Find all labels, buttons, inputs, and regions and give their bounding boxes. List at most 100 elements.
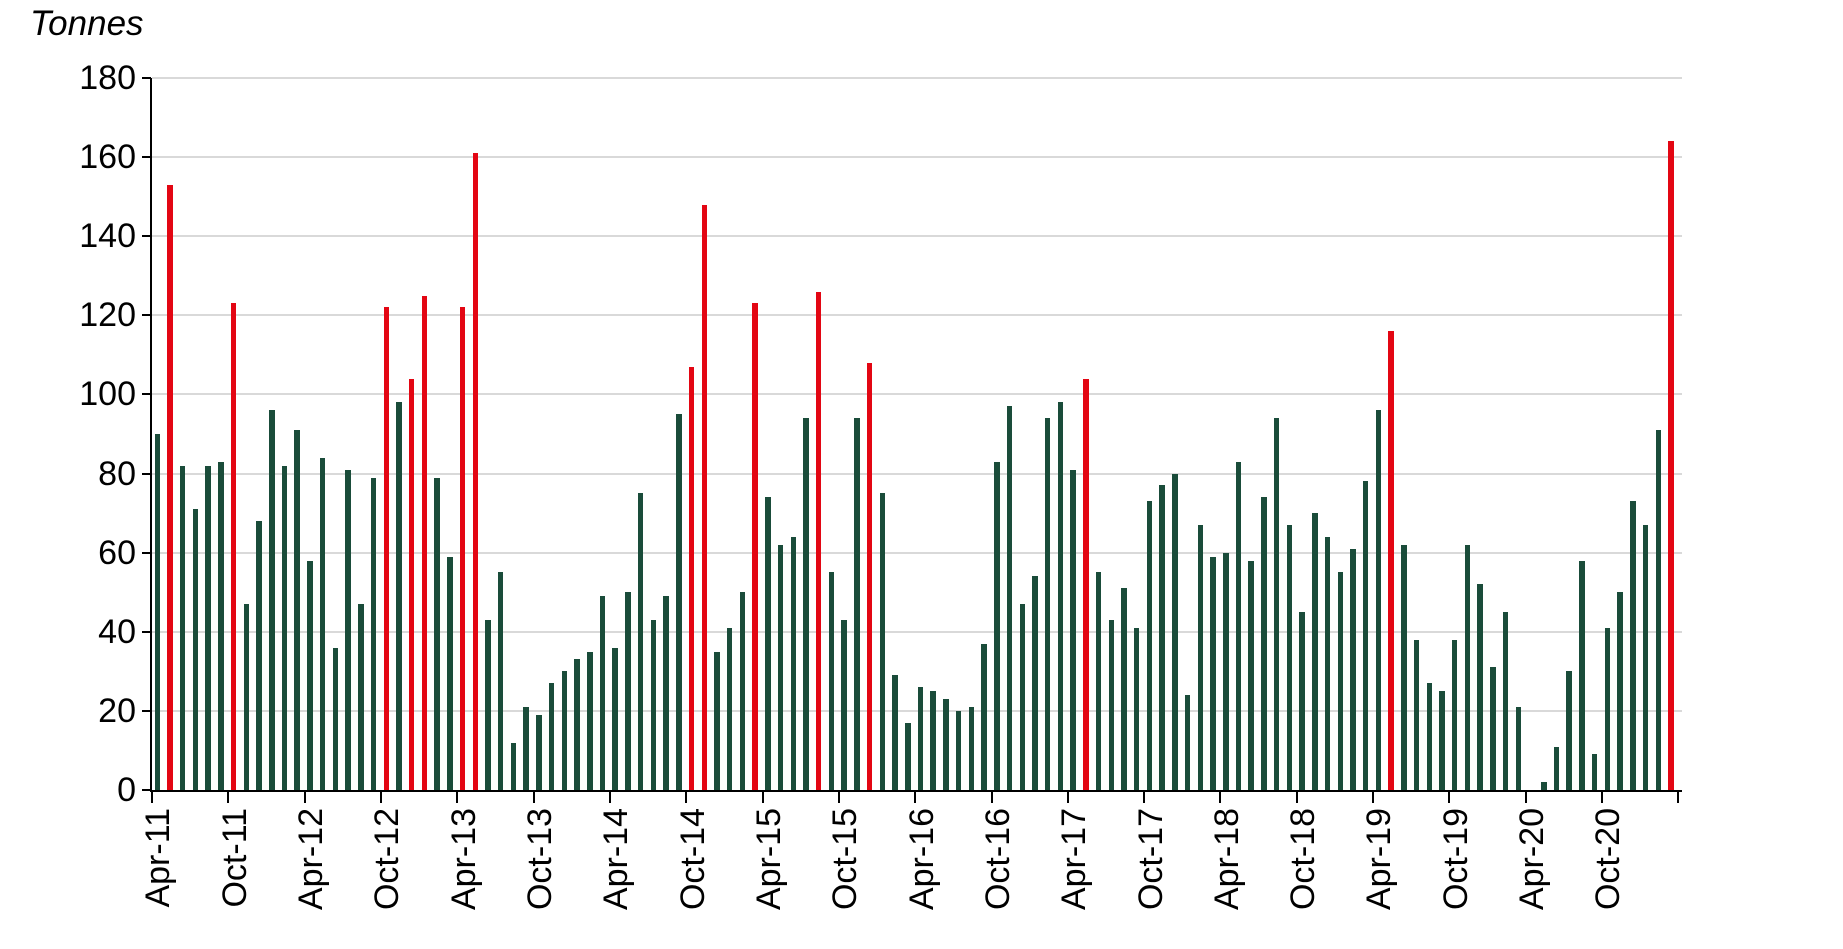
x-tick-label: Oct-15 <box>826 808 865 911</box>
bar <box>485 619 491 790</box>
y-tick-mark <box>142 551 151 554</box>
x-tick-mark <box>456 790 459 803</box>
bar <box>1630 501 1636 790</box>
bar <box>345 469 351 790</box>
y-tick-mark <box>142 789 151 791</box>
bar <box>1197 524 1204 790</box>
bar <box>1312 513 1318 790</box>
y-tick-mark <box>142 77 151 79</box>
x-tick-mark <box>1295 790 1298 803</box>
bar-highlighted <box>688 366 695 790</box>
y-tick-label: 20 <box>98 691 136 730</box>
bar-highlighted <box>1083 378 1089 790</box>
bar <box>256 521 262 790</box>
bar <box>1337 572 1343 790</box>
bar <box>218 461 224 790</box>
bar <box>1108 619 1115 790</box>
y-tick-label: 140 <box>79 217 136 256</box>
gridline <box>152 156 1682 159</box>
bar <box>1566 671 1572 790</box>
bar-highlighted <box>815 291 822 790</box>
bar <box>179 465 186 790</box>
x-tick-label: Apr-20 <box>1513 808 1552 911</box>
bar <box>1375 410 1382 790</box>
y-tick-mark <box>142 472 151 475</box>
bar <box>828 572 835 790</box>
bar <box>968 706 975 790</box>
bar <box>1439 691 1445 790</box>
bar <box>332 647 339 790</box>
bar <box>536 714 542 790</box>
bar-highlighted <box>752 303 758 790</box>
x-tick-mark <box>1219 790 1222 803</box>
bar <box>739 592 746 790</box>
y-tick-label: 120 <box>79 296 136 335</box>
bar <box>1579 560 1585 790</box>
bar <box>1146 501 1153 790</box>
x-tick-mark <box>1143 790 1146 803</box>
bar <box>917 687 924 790</box>
bar <box>777 544 784 790</box>
x-tick-mark <box>685 790 688 803</box>
bar-highlighted <box>383 307 389 790</box>
x-tick-label: Oct-19 <box>1436 808 1475 911</box>
x-tick-label: Apr-18 <box>1207 808 1246 911</box>
x-tick-label: Apr-13 <box>444 808 483 911</box>
bar <box>561 671 568 790</box>
gridline <box>152 630 1682 633</box>
gridline <box>152 472 1682 475</box>
bar <box>1617 592 1623 790</box>
x-tick-label: Apr-19 <box>1360 808 1399 911</box>
gridline <box>152 393 1682 396</box>
bar <box>370 477 377 790</box>
bar <box>434 477 440 790</box>
bar <box>1057 402 1064 790</box>
bar <box>879 493 886 790</box>
x-tick-mark <box>532 790 535 803</box>
y-axis-title: Tonnes <box>30 4 144 43</box>
bar <box>1604 627 1611 790</box>
bar <box>676 414 682 790</box>
bar <box>905 722 911 790</box>
bar <box>1261 497 1267 790</box>
x-tick-mark <box>1601 790 1604 803</box>
gridline <box>152 77 1682 79</box>
y-axis-line <box>150 78 152 792</box>
bar <box>854 418 860 790</box>
bar <box>574 659 580 790</box>
y-tick-label: 160 <box>79 138 136 177</box>
bar-highlighted <box>1668 141 1674 790</box>
bar <box>1299 612 1305 790</box>
x-tick-label: Oct-20 <box>1589 808 1628 911</box>
x-tick-label: Apr-16 <box>902 808 941 911</box>
bar-highlighted <box>472 153 479 790</box>
bar <box>1401 544 1407 790</box>
x-tick-label: Oct-18 <box>1284 808 1323 911</box>
x-tick-mark <box>1448 790 1451 803</box>
x-tick-mark <box>1372 790 1375 803</box>
x-tick-label: Oct-16 <box>978 808 1017 911</box>
bar <box>1223 552 1229 790</box>
bar <box>663 596 669 790</box>
bar <box>955 710 962 790</box>
bar <box>1591 754 1598 790</box>
x-tick-mark <box>608 790 611 803</box>
gridline <box>152 709 1682 712</box>
bar <box>307 560 313 790</box>
x-tick-label: Apr-15 <box>749 808 788 911</box>
y-tick-mark <box>142 314 151 317</box>
x-tick-mark <box>837 790 840 803</box>
x-tick-label: Apr-14 <box>597 808 636 911</box>
bar <box>1642 524 1649 790</box>
bar <box>548 683 555 790</box>
plot-area <box>152 77 1682 790</box>
bar <box>1159 485 1165 790</box>
bar-highlighted <box>167 184 173 790</box>
x-tick-mark <box>1066 790 1069 803</box>
bar <box>1426 683 1433 790</box>
bar <box>1032 576 1038 790</box>
bar <box>1184 695 1191 790</box>
bar-highlighted <box>459 307 466 790</box>
bar <box>1235 461 1242 790</box>
x-tick-mark <box>990 790 993 803</box>
